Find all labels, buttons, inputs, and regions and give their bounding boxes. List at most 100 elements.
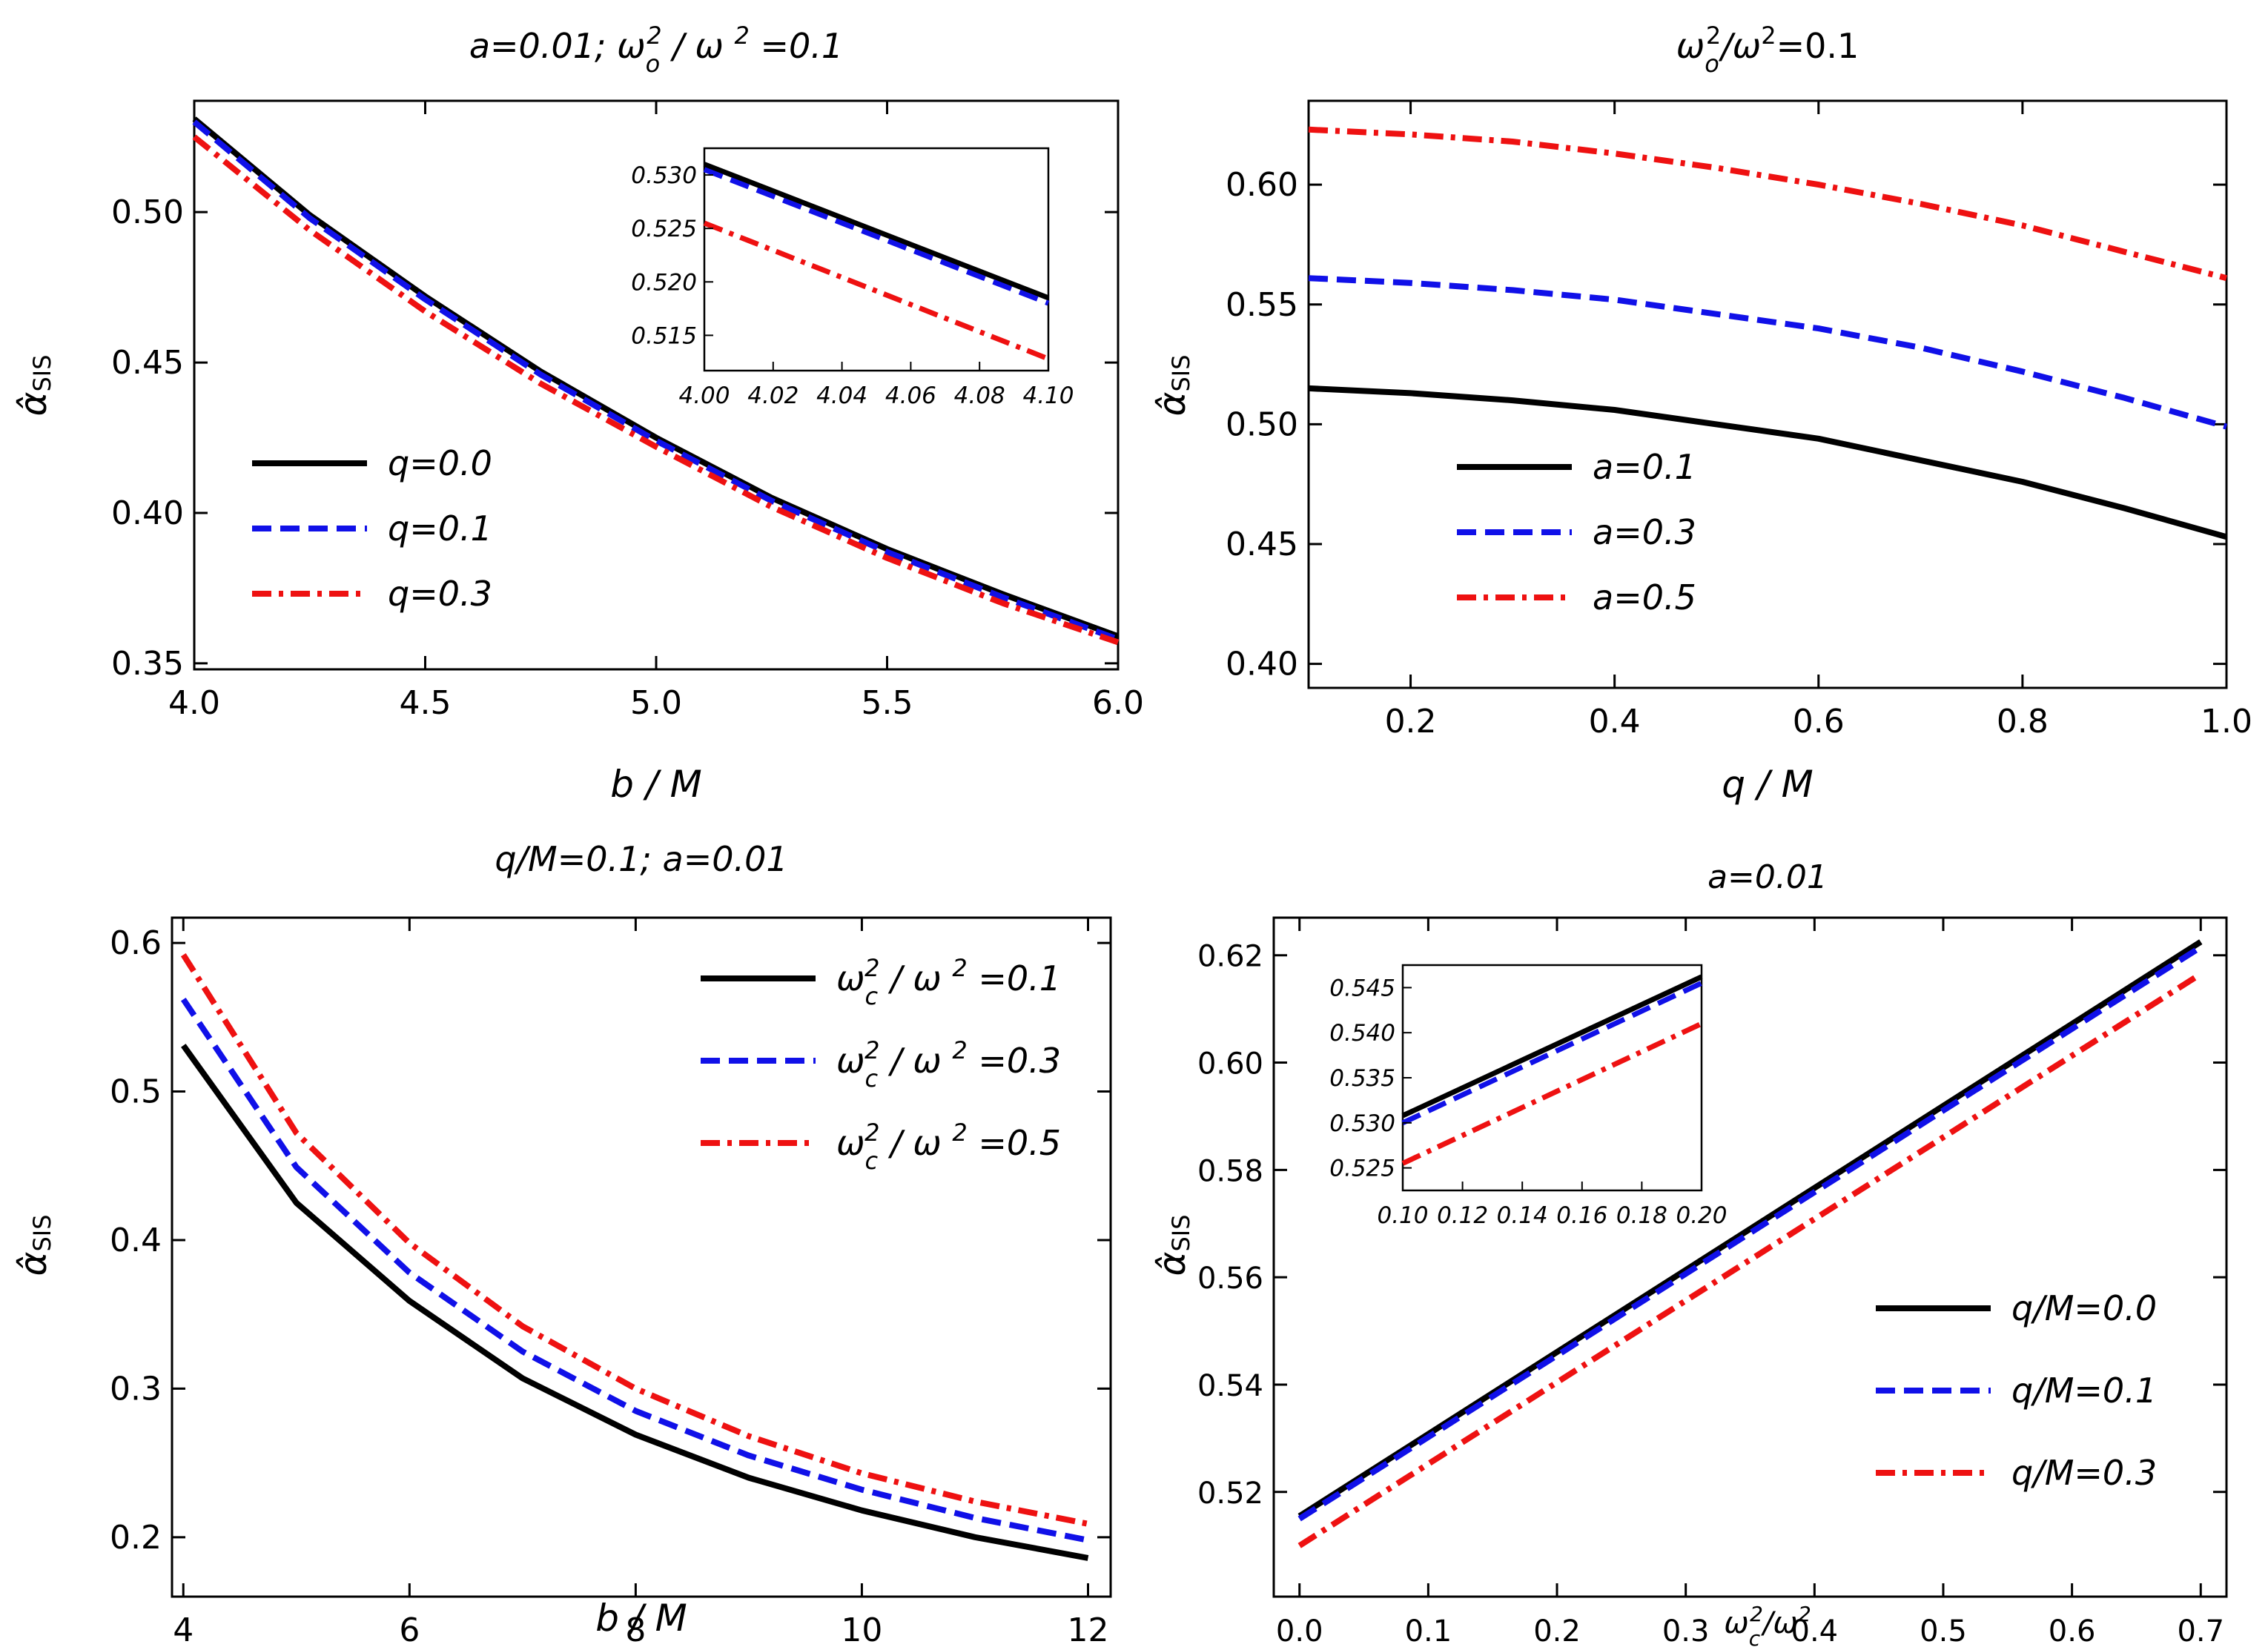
x-tick-label: 0.0 [1276,1614,1323,1649]
x-tick-label: 0.1 [1405,1614,1452,1649]
inset-x-tick-label: 4.10 [1022,382,1074,409]
inset-x-tick-label: 0.18 [1616,1202,1667,1229]
x-tick-label: 6 [399,1611,420,1649]
series-line-2 [1308,275,2228,430]
x-tick-label: 10 [841,1611,882,1649]
y-tick-label: 0.52 [1197,1477,1263,1511]
y-tick-label: 0.40 [111,494,184,532]
x-tick-label: 0.2 [1385,703,1437,740]
series-line-2 [192,119,1120,643]
legend-label-2: q/M=0.1 [2011,1371,2157,1411]
inset-x-tick-label: 4.08 [954,382,1005,409]
legend-label-1: a=0.1 [1593,447,1696,487]
inset-y-tick-label: 0.540 [1329,1020,1395,1047]
legend-label-3: q=0.3 [388,574,492,614]
y-axis-label: α̂SIS [1151,1214,1195,1276]
y-axis-label: α̂SIS [12,1214,56,1276]
series-line-2 [1297,944,2203,1522]
inset-x-tick-label: 4.04 [816,382,867,409]
plot-frame [1307,99,2228,689]
x-tick-label: 0.4 [1589,703,1641,740]
inset-x-tick-label: 0.14 [1497,1202,1548,1229]
series-line-3 [192,134,1120,646]
inset-series-line-2 [703,167,1050,306]
x-axis-label: q / M [1722,763,1814,806]
plot-frame [1272,916,2228,1598]
y-tick-label: 0.40 [1226,646,1298,683]
plot-frame [171,916,1112,1598]
y-tick-label: 0.58 [1197,1154,1263,1188]
x-tick-label: 0.3 [1662,1614,1710,1649]
legend-label-1: ωc2 / ω 2 =0.1 [836,954,1061,1010]
chart-panel-4: 0.0 0.1 0.2 0.3 0.4 0.5 0.6 0.7 0.52 0.54 0.56 0.58… [1151,858,2228,1650]
inset-y-tick-label: 0.535 [1329,1065,1395,1092]
inset-plot: 0.10 0.12 0.14 0.16 0.18 0.20 0.525 0.530 0.535 0… [1329,964,1728,1229]
y-tick-label: 0.45 [111,344,184,382]
legend-label-3: ωc2 / ω 2 =0.5 [836,1119,1061,1175]
y-axis-label: α̂SIS [12,354,56,416]
inset-y-tick-label: 0.545 [1329,975,1395,1001]
inset-y-tick-label: 0.525 [1329,1156,1395,1182]
y-tick-label: 0.54 [1197,1369,1263,1403]
chart-panel-2: 0.2 0.4 0.6 0.8 1.0 0.40 0.45 0.50 0.55 0.60 ωo2/ω… [1151,21,2252,806]
chart-title: q/M=0.1; a=0.01 [495,839,787,879]
series-line-3 [1297,971,2203,1548]
legend-label-2: a=0.3 [1593,512,1696,552]
inset-x-tick-label: 0.12 [1437,1202,1488,1229]
x-tick-label: 0.4 [1791,1614,1839,1649]
series-line-2 [180,997,1089,1543]
chart-title: ωo2/ω2=0.1 [1676,21,1859,78]
y-tick-label: 0.4 [110,1222,162,1259]
legend-label-3: q/M=0.3 [2011,1453,2157,1493]
series-line-3 [1308,126,2227,282]
y-tick-label: 0.6 [110,924,162,962]
x-tick-label: 0.5 [1920,1614,1967,1649]
y-tick-label: 0.35 [111,645,184,683]
chart-title: a=0.01 [1707,858,1828,896]
x-tick-label: 4 [173,1611,194,1649]
y-axis-label: α̂SIS [1151,354,1195,416]
y-tick-label: 0.5 [110,1073,162,1111]
inset-y-tick-label: 0.520 [631,269,697,296]
y-tick-label: 0.56 [1197,1262,1263,1296]
y-tick-label: 0.60 [1226,166,1298,204]
x-tick-label: 0.6 [1793,703,1845,740]
y-tick-label: 0.45 [1226,526,1298,563]
inset-series-line-3 [703,220,1050,362]
x-tick-label: 1.0 [2201,703,2252,740]
y-tick-label: 0.60 [1197,1047,1263,1081]
inset-plot: 4.00 4.02 4.04 4.06 4.08 4.10 0.515 0.520 0.525 0… [631,147,1074,409]
legend-label-1: q/M=0.0 [2011,1288,2157,1328]
legend-label-2: q=0.1 [388,508,492,549]
x-tick-label: 0.8 [1997,703,2049,740]
inset-series-line-1 [703,162,1050,301]
x-axis-label: b / M [595,1597,687,1640]
legend-label-2: ωc2 / ω 2 =0.3 [836,1036,1061,1093]
inset-y-tick-label: 0.530 [1329,1110,1395,1137]
inset-x-tick-label: 4.06 [885,382,936,409]
y-tick-label: 0.62 [1197,940,1263,974]
x-tick-label: 0.7 [2177,1614,2224,1649]
x-tick-label: 0.2 [1533,1614,1581,1649]
chart-title: a=0.01; ωo2 / ω 2 =0.1 [469,21,843,78]
x-tick-label: 5.5 [862,684,913,722]
y-tick-label: 0.50 [1226,405,1298,443]
inset-series-line-1 [1401,974,1703,1119]
y-tick-label: 0.3 [110,1370,162,1408]
inset-y-tick-label: 0.525 [631,216,697,242]
x-tick-label: 4.5 [400,684,452,722]
x-tick-label: 5.0 [630,684,682,722]
series-line-1 [1308,385,2228,540]
x-tick-label: 0.6 [2049,1614,2096,1649]
x-tick-label: 8 [625,1611,646,1649]
inset-x-tick-label: 0.20 [1676,1202,1727,1229]
x-tick-label: 4.0 [168,684,220,722]
chart-panel-1: 4.0 4.5 5.0 5.5 6.0 0.35 0.40 0.45 0.50 a=0.01; ω… [12,21,1144,806]
inset-y-tick-label: 0.530 [631,162,697,189]
inset-x-tick-label: 0.16 [1556,1202,1607,1229]
inset-y-tick-label: 0.515 [631,322,697,349]
inset-x-tick-label: 4.02 [747,382,799,409]
legend-label-3: a=0.5 [1593,577,1696,617]
series-line-1 [192,116,1120,640]
